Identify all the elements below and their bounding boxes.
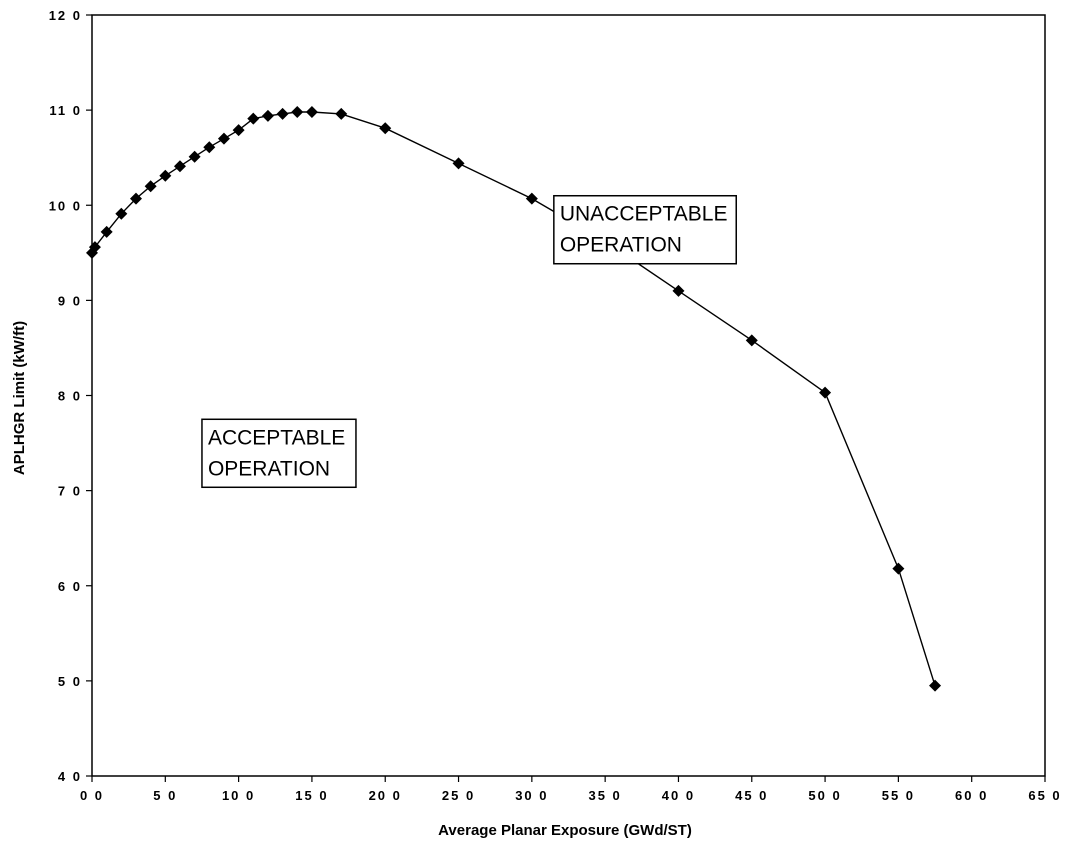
x-axis-title: Average Planar Exposure (GWd/ST) bbox=[438, 822, 692, 839]
data-point-marker bbox=[217, 132, 230, 145]
data-point-marker bbox=[129, 192, 142, 205]
y-tick-label: 12 0 bbox=[49, 8, 82, 23]
data-point-marker bbox=[261, 109, 274, 122]
x-tick-label: 35 0 bbox=[588, 788, 621, 803]
y-tick-label: 4 0 bbox=[58, 769, 82, 784]
region-annotation-text: UNACCEPTABLE bbox=[560, 203, 728, 226]
data-point-marker bbox=[305, 106, 318, 119]
y-tick-label: 5 0 bbox=[58, 674, 82, 689]
region-annotation-text: OPERATION bbox=[560, 234, 682, 257]
region-annotation: UNACCEPTABLE OPERATION bbox=[553, 194, 737, 265]
y-tick-label: 6 0 bbox=[58, 579, 82, 594]
data-point-marker bbox=[115, 207, 128, 220]
y-tick-label: 8 0 bbox=[58, 389, 82, 404]
data-point-marker bbox=[892, 562, 905, 575]
region-annotation-box bbox=[201, 418, 357, 489]
x-tick-label: 20 0 bbox=[369, 788, 402, 803]
data-series bbox=[86, 106, 942, 692]
x-tick-label: 25 0 bbox=[442, 788, 475, 803]
y-tick-label: 10 0 bbox=[49, 198, 82, 213]
x-tick-label: 0 0 bbox=[80, 788, 104, 803]
data-point-marker bbox=[525, 192, 538, 205]
x-tick-label: 15 0 bbox=[295, 788, 328, 803]
x-tick-label: 10 0 bbox=[222, 788, 255, 803]
y-tick-label: 9 0 bbox=[58, 293, 82, 308]
y-axis-title: APLHGR Limit (kW/ft) bbox=[11, 321, 28, 475]
data-point-marker bbox=[232, 124, 245, 137]
data-point-marker bbox=[144, 180, 157, 193]
x-tick-label: 65 0 bbox=[1028, 788, 1061, 803]
data-point-marker bbox=[100, 225, 113, 238]
x-tick-label: 50 0 bbox=[808, 788, 841, 803]
data-point-marker bbox=[173, 160, 186, 173]
data-point-marker bbox=[88, 241, 101, 254]
data-point-marker bbox=[203, 141, 216, 154]
data-point-marker bbox=[672, 284, 685, 297]
data-point-marker bbox=[452, 157, 465, 170]
region-annotation-text: ACCEPTABLE bbox=[208, 426, 345, 449]
y-tick-label: 11 0 bbox=[49, 103, 82, 118]
data-point-marker bbox=[159, 169, 172, 182]
axes: 0 0 5 0 10 0 15 0 20 0 25 0 30 0 35 0 40 0 45 0 50… bbox=[49, 8, 1061, 803]
region-annotation-text: OPERATION bbox=[208, 457, 330, 480]
data-point-marker bbox=[276, 107, 289, 120]
region-annotation-box bbox=[553, 194, 737, 265]
annotations: UNACCEPTABLE OPERATION ACCEPTABLE OPERATION bbox=[201, 194, 737, 489]
data-point-marker bbox=[247, 112, 260, 125]
x-tick-label: 5 0 bbox=[153, 788, 177, 803]
data-point-marker bbox=[188, 150, 201, 163]
y-tick-label: 7 0 bbox=[58, 484, 82, 499]
x-tick-label: 30 0 bbox=[515, 788, 548, 803]
x-tick-label: 55 0 bbox=[882, 788, 915, 803]
x-tick-label: 40 0 bbox=[662, 788, 695, 803]
data-point-marker bbox=[819, 386, 832, 399]
data-point-marker bbox=[291, 106, 304, 119]
x-tick-label: 45 0 bbox=[735, 788, 768, 803]
region-annotation: ACCEPTABLE OPERATION bbox=[201, 418, 357, 489]
data-point-marker bbox=[745, 334, 758, 347]
data-point-marker bbox=[929, 679, 942, 692]
x-tick-label: 60 0 bbox=[955, 788, 988, 803]
plot-area-frame bbox=[91, 14, 1046, 777]
data-point-marker bbox=[335, 107, 348, 120]
data-point-marker bbox=[379, 122, 392, 135]
